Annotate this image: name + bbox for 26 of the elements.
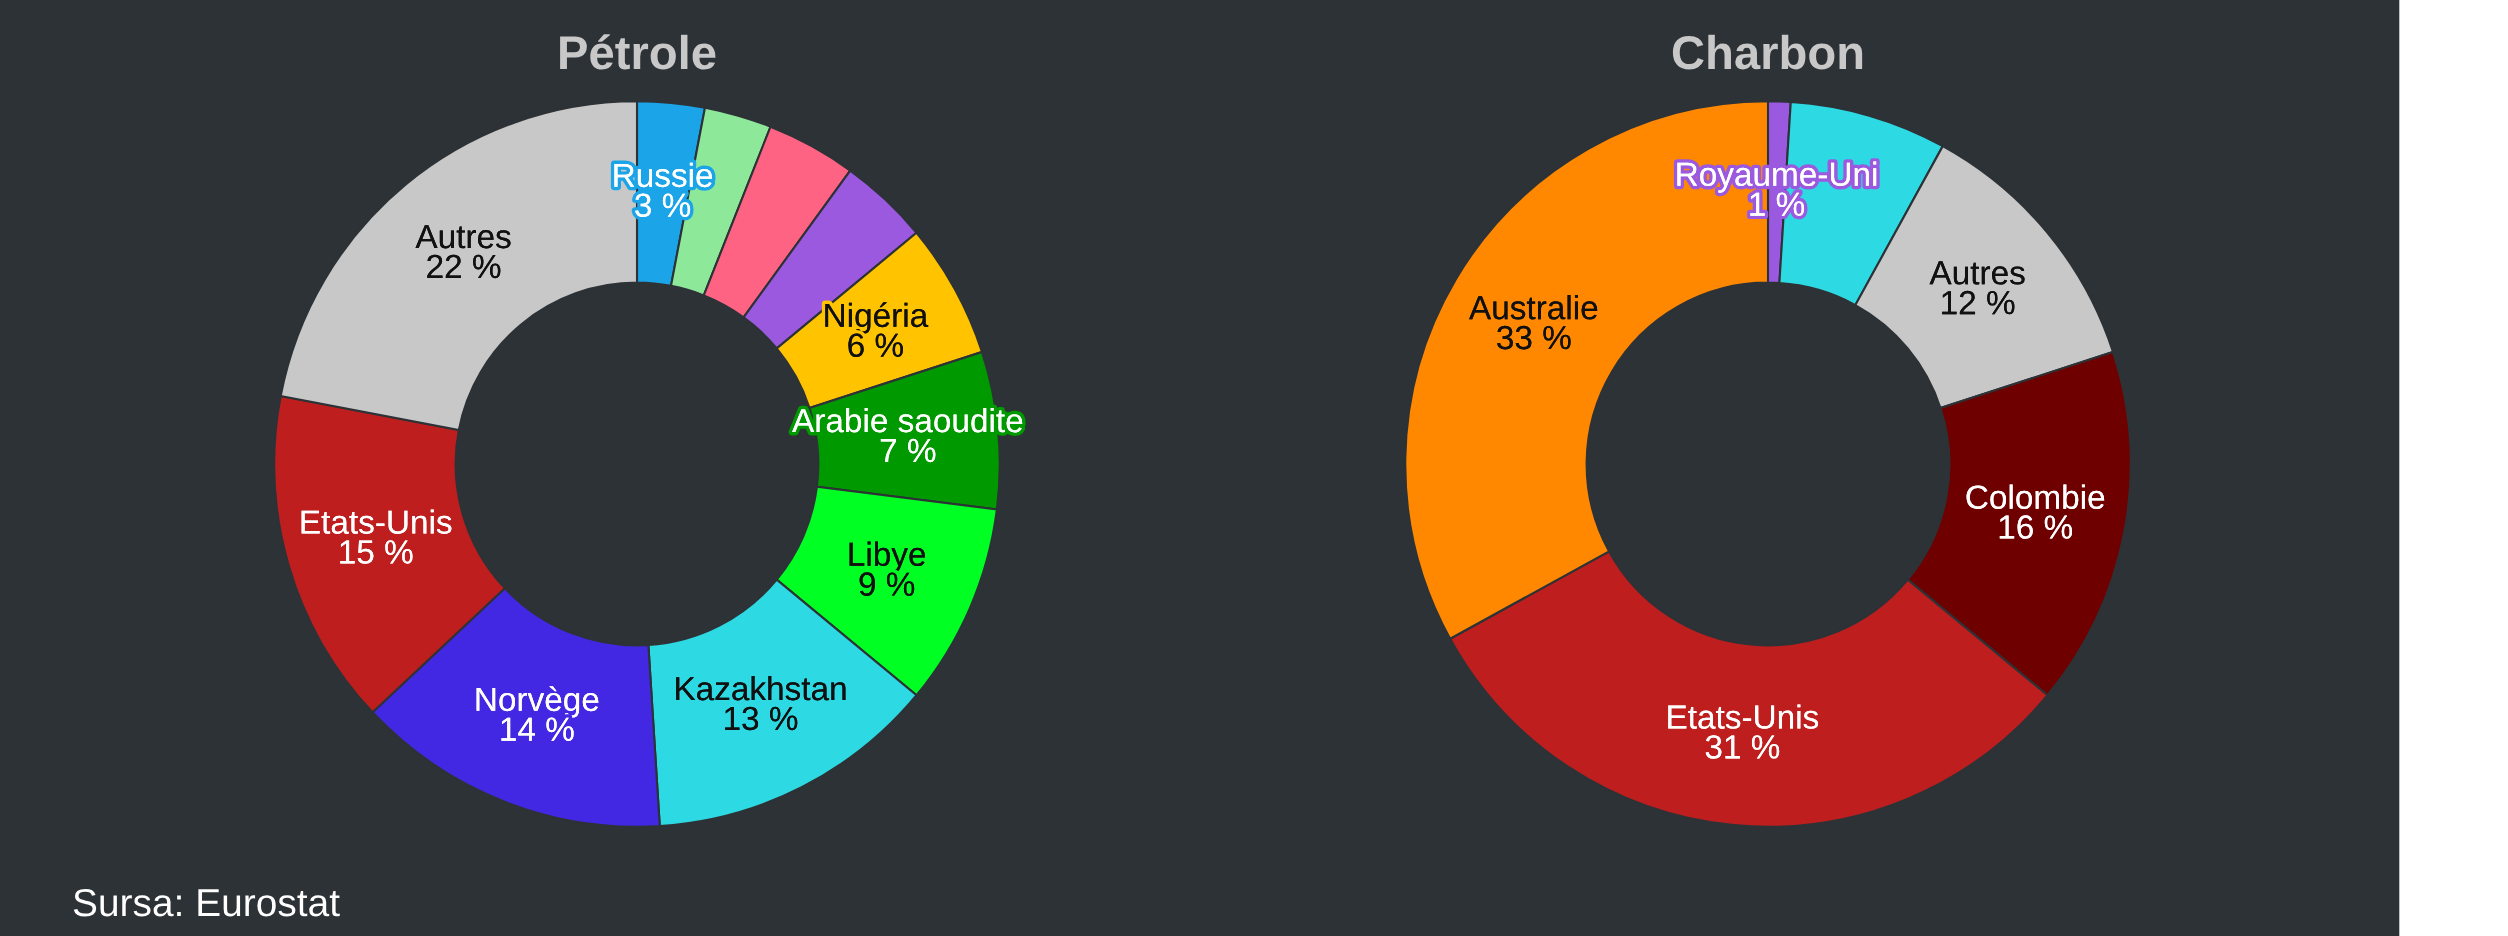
- slice-label: Autres: [1929, 261, 2025, 285]
- data-label: 16 %: [1999, 515, 2073, 539]
- slice-label: Norvège: [476, 686, 599, 718]
- data-label: 6 %: [848, 333, 903, 358]
- data-label: 12 %: [1942, 290, 2015, 315]
- data-label: 13 %: [725, 706, 798, 731]
- slice-label: Libye: [849, 541, 926, 573]
- text: Sursa: Eurostat: [73, 888, 340, 917]
- slice-label: Australie: [1469, 295, 1598, 320]
- data-label: 33 %: [1497, 325, 1571, 350]
- slice-label: Autres: [415, 225, 511, 249]
- slice-label: Colombie: [1966, 484, 2105, 509]
- slice-label: Royaume-Uni: [1677, 161, 1877, 193]
- slice-label: Arabie saoudite: [792, 407, 1023, 433]
- data-label: 22 %: [427, 254, 501, 279]
- data-label: 14 %: [501, 717, 574, 741]
- slice-label: Kazakhstan: [676, 675, 846, 701]
- chart-title: Charbon: [1672, 34, 1863, 70]
- data-label: 15 %: [340, 540, 413, 564]
- slice-label: Etats-Unis: [1668, 704, 1819, 729]
- slice-label: Nigéria: [825, 302, 929, 334]
- data-label: 9 %: [859, 572, 915, 596]
- data-label: 31 %: [1705, 735, 1780, 759]
- slice-label: Etats-Unis: [301, 509, 452, 534]
- chart-title: Pétrole: [560, 34, 716, 70]
- data-label: 7 %: [880, 438, 936, 463]
